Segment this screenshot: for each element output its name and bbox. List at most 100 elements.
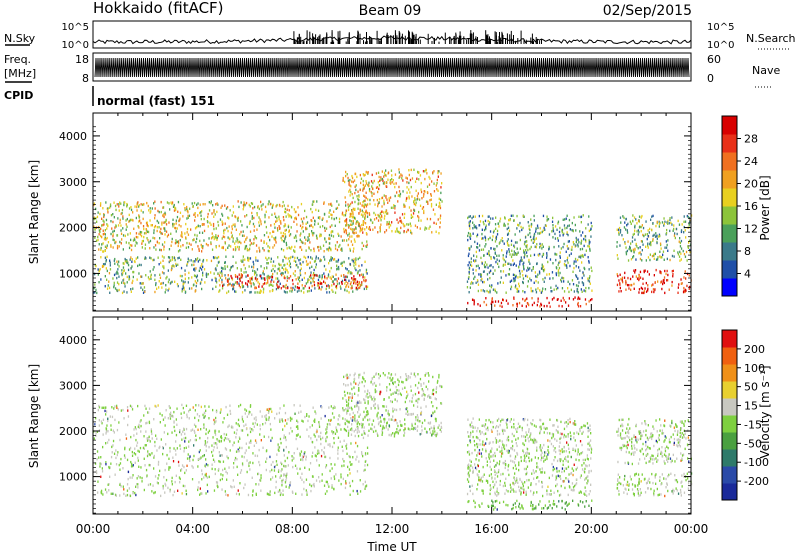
power-cell xyxy=(566,226,568,230)
power-cell xyxy=(251,265,253,269)
power-cell xyxy=(641,214,643,218)
power-cell xyxy=(404,212,406,216)
power-cell xyxy=(118,245,120,248)
velocity-cell xyxy=(347,474,349,477)
power-cell xyxy=(582,214,584,217)
power-cell xyxy=(581,261,583,264)
noise-search-mark xyxy=(296,37,298,44)
power-cell xyxy=(577,258,579,262)
power-cell xyxy=(572,229,574,233)
velocity-cell xyxy=(299,476,302,479)
power-cell xyxy=(494,223,497,226)
power-cell xyxy=(250,285,252,288)
velocity-cell xyxy=(201,492,203,495)
velocity-cell xyxy=(238,493,240,496)
y-tick-label: 3000 xyxy=(59,176,87,189)
velocity-cell xyxy=(341,445,343,448)
velocity-cell xyxy=(174,449,177,452)
velocity-cell xyxy=(108,483,110,486)
power-cell xyxy=(509,253,511,256)
power-cell xyxy=(518,301,521,305)
power-cell xyxy=(587,279,589,282)
velocity-cell xyxy=(337,423,339,426)
velocity-cell xyxy=(342,407,344,410)
power-cell xyxy=(352,196,354,200)
power-cell xyxy=(575,244,577,247)
power-cell xyxy=(539,252,541,256)
power-cell xyxy=(671,254,674,258)
power-cell xyxy=(484,219,487,223)
velocity-cell xyxy=(235,492,238,496)
power-cell xyxy=(146,224,148,227)
power-cell xyxy=(527,280,529,283)
power-cell xyxy=(673,224,675,227)
velocity-cell xyxy=(194,416,196,420)
power-cell xyxy=(429,177,431,180)
date-title: 02/Sep/2015 xyxy=(603,3,692,19)
power-cell xyxy=(499,281,501,284)
power-cell xyxy=(583,274,585,277)
velocity-cell xyxy=(257,472,259,476)
velocity-cell xyxy=(346,419,348,422)
velocity-cell xyxy=(318,450,320,453)
velocity-cell xyxy=(221,454,223,457)
velocity-cell xyxy=(324,455,326,459)
power-cell xyxy=(623,216,625,220)
power-cell xyxy=(503,222,505,226)
power-cell xyxy=(239,233,241,236)
velocity-cell xyxy=(275,460,278,463)
noise-search-mark xyxy=(501,31,503,44)
power-cell xyxy=(354,216,356,220)
power-cell xyxy=(260,205,262,208)
power-cell xyxy=(300,232,302,235)
power-cell xyxy=(163,266,165,270)
power-cell xyxy=(578,281,580,284)
power-cell xyxy=(265,225,267,229)
power-cell xyxy=(276,227,279,230)
power-cell xyxy=(660,281,662,284)
velocity-cell xyxy=(119,462,122,465)
velocity-cell xyxy=(365,484,368,487)
power-cell xyxy=(312,225,314,229)
noise-search-mark xyxy=(433,39,435,44)
power-cell xyxy=(633,287,635,290)
power-cell xyxy=(105,267,107,270)
power-cell xyxy=(155,248,157,251)
power-cell xyxy=(122,234,125,237)
velocity-cell xyxy=(311,455,313,458)
power-cell xyxy=(368,212,370,215)
power-cell xyxy=(292,255,294,259)
power-cell xyxy=(571,245,573,249)
velocity-cell xyxy=(132,464,134,467)
velocity-cell xyxy=(334,432,337,435)
velocity-cell xyxy=(181,492,183,495)
power-cell xyxy=(632,219,634,223)
power-cell xyxy=(239,286,241,289)
power-cell xyxy=(482,248,485,251)
power-cell xyxy=(355,222,357,225)
power-cell xyxy=(660,243,662,247)
power-cell xyxy=(315,257,317,260)
power-cell xyxy=(624,221,626,224)
power-cell xyxy=(662,250,665,253)
power-cell xyxy=(179,217,181,220)
power-cell xyxy=(323,272,325,275)
velocity-cell xyxy=(296,447,299,450)
power-cell xyxy=(383,201,385,205)
power-cell xyxy=(401,177,403,180)
power-cell xyxy=(360,177,363,180)
power-cell xyxy=(684,290,686,294)
velocity-cell xyxy=(328,422,330,426)
velocity-cell xyxy=(255,441,258,444)
velocity-cell xyxy=(253,444,255,447)
power-cell xyxy=(241,291,244,294)
power-cell xyxy=(312,216,314,219)
power-cell xyxy=(492,272,494,275)
power-cell xyxy=(128,246,131,250)
velocity-cell xyxy=(303,481,305,484)
velocity-cell xyxy=(189,459,191,462)
velocity-cell xyxy=(116,406,118,409)
power-cell xyxy=(99,230,101,234)
power-cell xyxy=(177,284,179,288)
power-cell xyxy=(560,299,562,302)
